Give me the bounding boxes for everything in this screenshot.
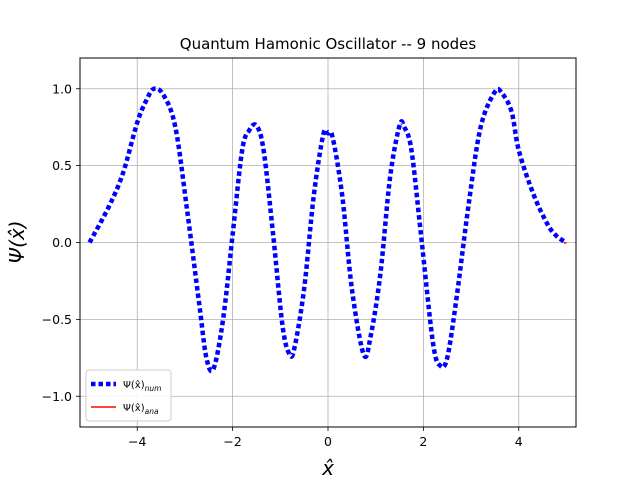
- x-tick-label: 0: [324, 434, 332, 449]
- y-tick-label: 0.5: [52, 158, 72, 173]
- chart-title: Quantum Hamonic Oscillator -- 9 nodes: [180, 35, 477, 53]
- x-tick-label: −2: [223, 434, 241, 449]
- y-tick-label: 1.0: [52, 81, 72, 96]
- legend: Ψ(x̂)num Ψ(x̂)ana: [85, 369, 172, 422]
- y-tick-label: 0.0: [52, 235, 72, 250]
- x-tick-label: 2: [419, 434, 427, 449]
- series-layer: [87, 86, 568, 374]
- legend-label: Ψ(x̂)num: [123, 379, 161, 393]
- x-axis-label: x̂: [321, 456, 334, 480]
- y-axis-ticks: −1.0 −0.5 0.0 0.5 1.0: [42, 81, 80, 404]
- x-tick-label: 4: [515, 434, 523, 449]
- y-tick-label: −1.0: [42, 389, 72, 404]
- legend-label: Ψ(x̂)ana: [123, 402, 159, 416]
- y-axis-label: Ψ(x̂): [5, 220, 29, 263]
- x-axis-ticks: −4 −2 0 2 4: [128, 427, 523, 449]
- y-tick-label: −0.5: [42, 312, 72, 327]
- legend-entries: Ψ(x̂)num Ψ(x̂)ana: [91, 379, 161, 416]
- series-line-analytical: [563, 241, 567, 244]
- x-tick-label: −4: [128, 434, 146, 449]
- series-line-numerical: [87, 86, 568, 374]
